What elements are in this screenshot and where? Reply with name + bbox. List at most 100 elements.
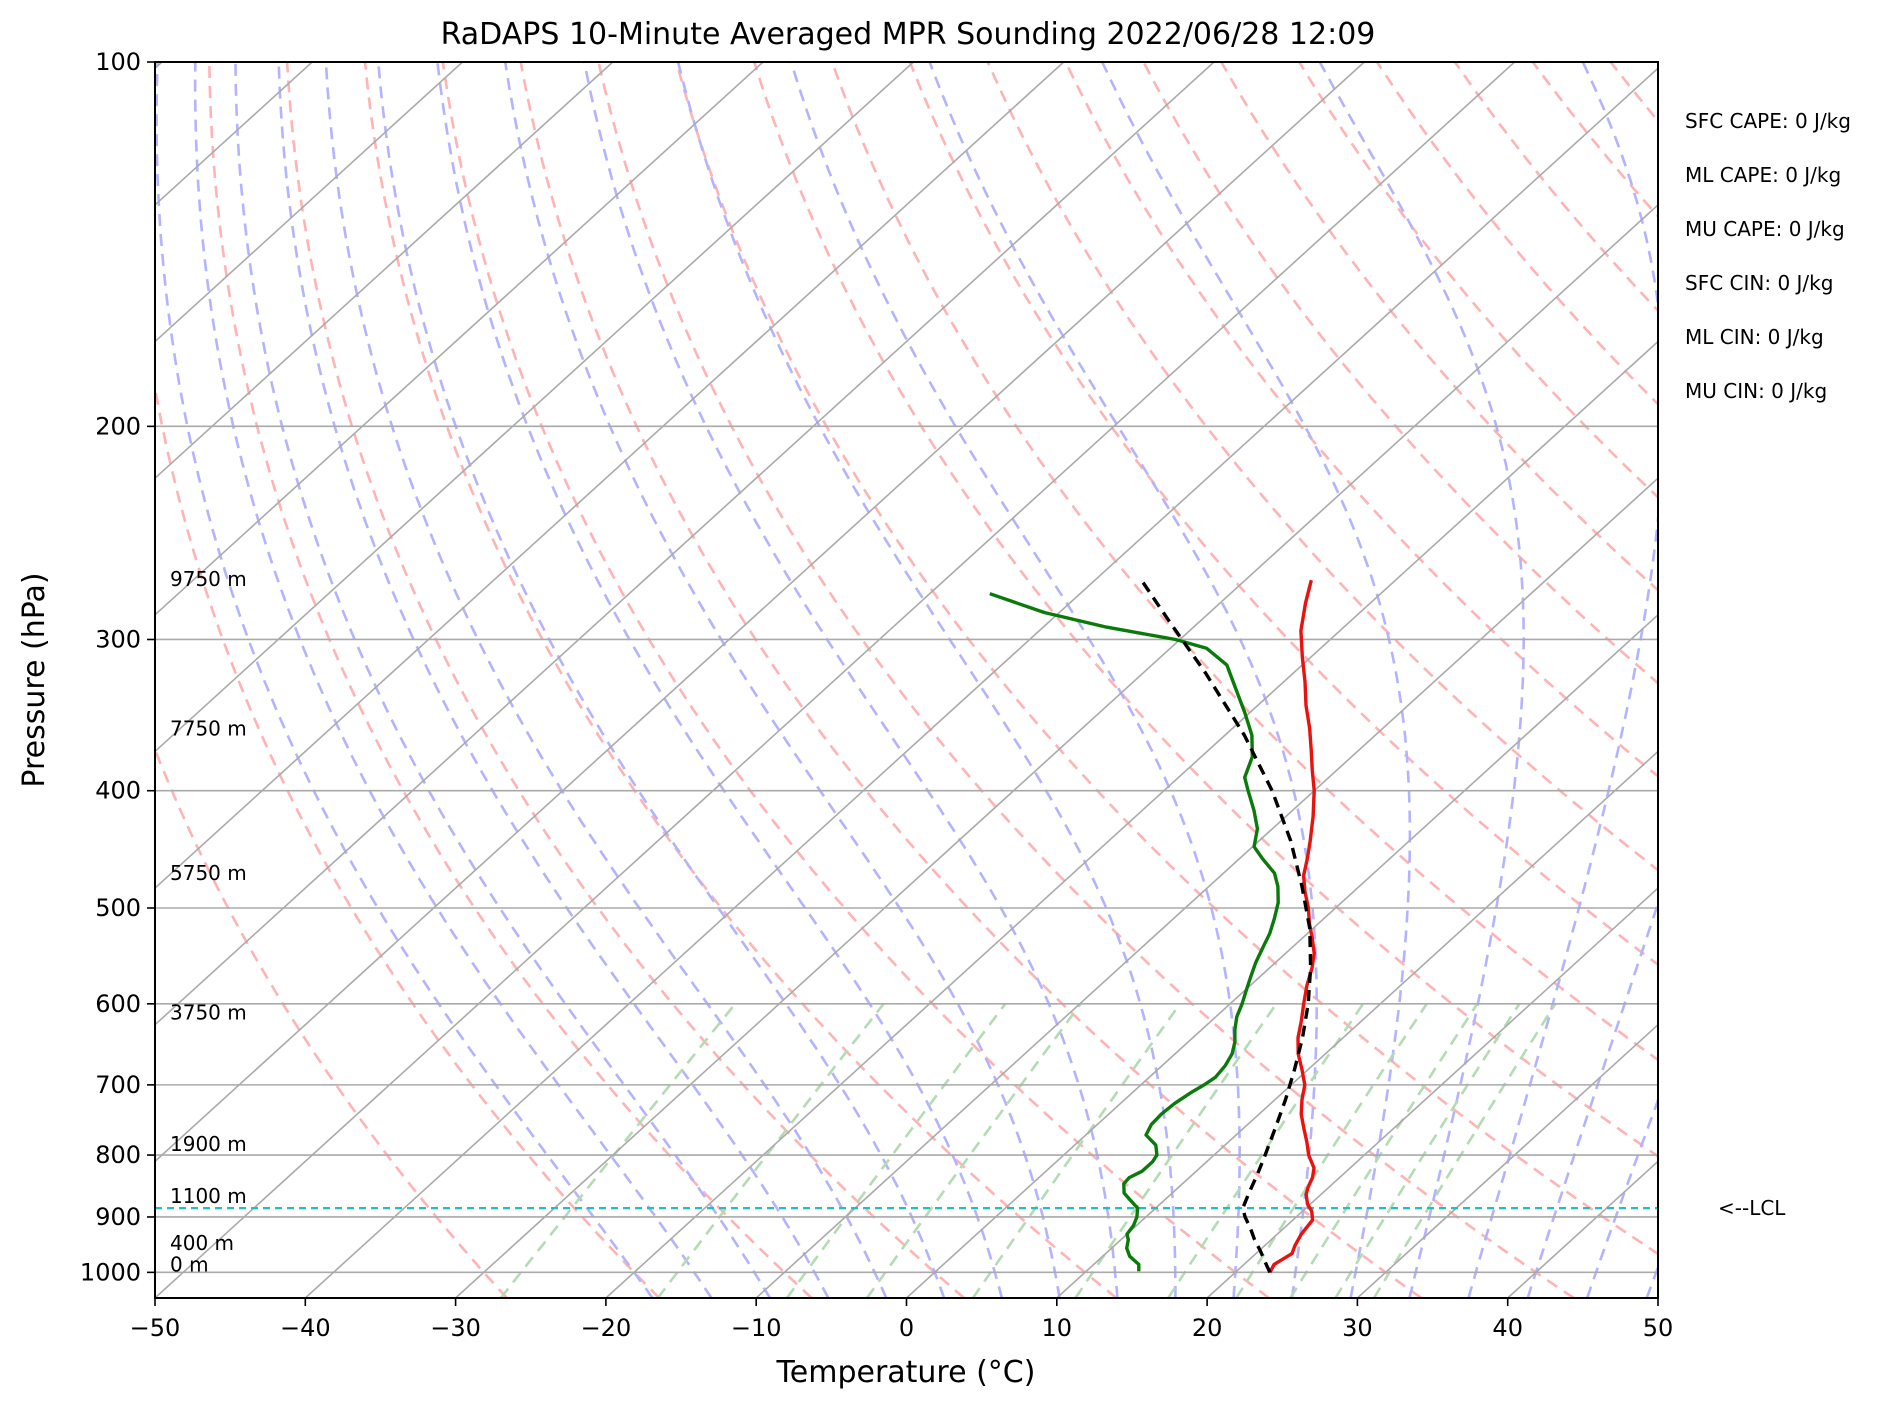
dry-adiabat [1453, 62, 1658, 313]
stability-index: ML CIN: 0 J/kg [1685, 325, 1824, 349]
isotherm [605, 340, 1658, 1298]
moist-adiabat [324, 62, 888, 1298]
mixing-ratio-line [1372, 1003, 1557, 1298]
mixing-ratio-line [499, 1002, 737, 1298]
x-tick-label: −40 [280, 1314, 331, 1342]
dry-adiabat [986, 62, 1658, 872]
dry-adiabat [597, 62, 1575, 1298]
isotherm [1056, 750, 1658, 1298]
mixing-ratio-line [1334, 1003, 1521, 1298]
isotherm [304, 67, 1658, 1298]
moist-adiabat [155, 62, 654, 1298]
mixing-ratio-line [865, 1003, 1082, 1298]
y-tick-label: 500 [95, 894, 141, 922]
moist-adiabat [789, 62, 1241, 1298]
mixing-ratio-line [1167, 1003, 1365, 1298]
height-label: 400 m [170, 1231, 234, 1255]
isotherm [155, 62, 464, 343]
dry-adiabat [441, 62, 1270, 1298]
chart-title: RaDAPS 10-Minute Averaged MPR Sounding 2… [441, 17, 1376, 52]
moist-adiabat [1645, 1263, 1658, 1298]
dry-adiabat [908, 62, 1658, 967]
x-tick-label: 40 [1492, 1314, 1523, 1342]
x-axis-label: Temperature (°C) [776, 1355, 1036, 1390]
lcl-label: <--LCL [1718, 1196, 1786, 1220]
isotherm [1507, 1160, 1658, 1298]
stability-index: MU CIN: 0 J/kg [1685, 379, 1827, 403]
parcel-profile-line [1140, 579, 1313, 1274]
dry-adiabat [1609, 62, 1658, 123]
moist-adiabat [436, 62, 1004, 1298]
height-label: 1100 m [170, 1184, 247, 1208]
y-tick-label: 100 [95, 48, 141, 76]
isotherm [155, 62, 1365, 1163]
isotherm [1657, 1296, 1658, 1298]
isotherm [1808, 62, 1882, 1298]
dry-adiabat [1531, 62, 1658, 219]
moist-adiabat [1101, 62, 1412, 1298]
height-label: 5750 m [170, 861, 247, 885]
moist-adiabat [234, 62, 772, 1298]
dewpoint-profile-line [989, 592, 1280, 1272]
dry-adiabat [830, 62, 1658, 1062]
y-tick-label: 800 [95, 1141, 141, 1169]
isotherm [455, 203, 1658, 1298]
height-label: 3750 m [170, 1000, 247, 1024]
height-labels: 9750 m 7750 m 5750 m 3750 m 1900 m 1100 m 400 … [170, 567, 247, 1276]
dry-adiabat [155, 746, 508, 1298]
background-reference-lines [0, 62, 1882, 1298]
height-label: 9750 m [170, 567, 247, 591]
mixing-ratio-line [785, 1003, 1007, 1298]
moist-adiabat [1467, 62, 1658, 1298]
x-tick-label: −50 [130, 1314, 181, 1342]
x-tick-label: −10 [731, 1314, 782, 1342]
y-tick-label: 400 [95, 777, 141, 805]
x-tick-label: 30 [1342, 1314, 1373, 1342]
mixing-ratio-line [1289, 1003, 1479, 1298]
isotherm [155, 62, 914, 753]
moist-adiabat [676, 62, 1177, 1298]
pressure-gridlines [155, 61, 1658, 1274]
x-tick-label: 0 [899, 1314, 914, 1342]
sounding-profiles [989, 579, 1316, 1274]
isotherm [1356, 1023, 1658, 1298]
dry-adiabat [752, 62, 1658, 1158]
mixing-ratio-line [971, 1003, 1182, 1298]
dry-adiabat [675, 62, 1658, 1256]
stability-index: SFC CIN: 0 J/kg [1685, 271, 1833, 295]
dry-adiabat [1142, 62, 1658, 685]
dry-adiabat [1064, 62, 1658, 779]
dry-adiabat [1766, 62, 1882, 1298]
moist-adiabat [503, 62, 1061, 1298]
isotherm [155, 62, 1065, 890]
y-axis-label: Pressure (hPa) [17, 572, 52, 787]
x-tick-label: 10 [1042, 1314, 1073, 1342]
y-tick-label: 200 [95, 412, 141, 440]
stability-index: MU CAPE: 0 J/kg [1685, 217, 1845, 241]
moist-adiabat [277, 62, 830, 1298]
moist-adiabat [1526, 899, 1658, 1298]
stability-indices: SFC CAPE: 0 J/kg ML CAPE: 0 J/kg MU CAPE: … [1685, 109, 1851, 403]
isotherm [155, 62, 764, 616]
height-label: 7750 m [170, 716, 247, 740]
y-tick-label: 600 [95, 990, 141, 1018]
isotherm [0, 62, 12, 1298]
moist-adiabat [193, 62, 713, 1298]
moist-adiabat [377, 62, 946, 1298]
dry-adiabat [155, 381, 661, 1298]
dry-adiabat [519, 62, 1423, 1298]
isotherm [905, 613, 1658, 1298]
moist-adiabat [583, 62, 1119, 1298]
moist-adiabat [928, 62, 1318, 1298]
height-label: 1900 m [170, 1132, 247, 1156]
isotherm [755, 477, 1658, 1298]
stability-index: ML CAPE: 0 J/kg [1685, 163, 1841, 187]
x-tick-label: −20 [581, 1314, 632, 1342]
dry-adiabat [1220, 62, 1658, 592]
x-tick-label: 50 [1643, 1314, 1674, 1342]
x-tick-label: 20 [1192, 1314, 1223, 1342]
dry-adiabat [1688, 62, 1882, 1298]
isotherm [155, 62, 1516, 1298]
